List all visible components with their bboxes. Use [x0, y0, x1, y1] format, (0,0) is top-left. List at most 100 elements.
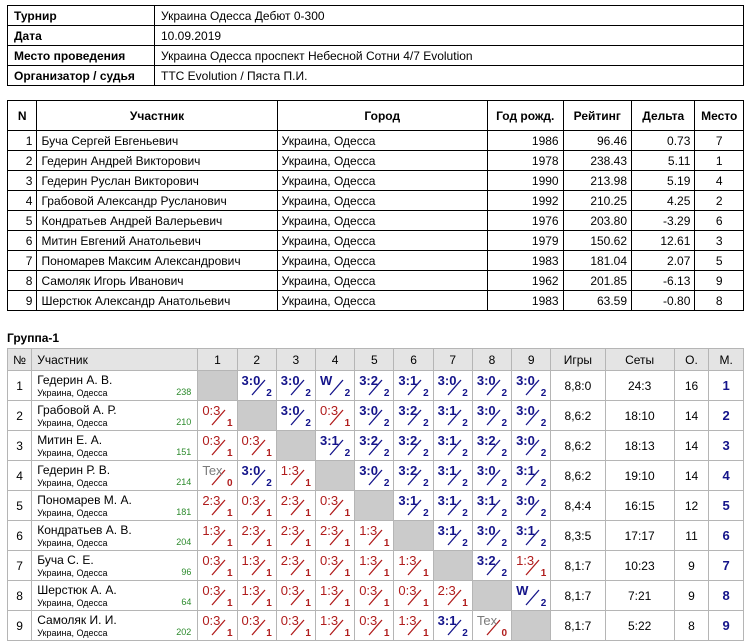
match-cell: 2:3 1: [314, 520, 356, 551]
participants-header: Город: [276, 100, 488, 131]
participants-header: Участник: [36, 100, 278, 131]
diagonal-slash: [290, 559, 305, 576]
diagonal-slash: [407, 589, 422, 606]
participant-cell: Пономарев Максим Александрович: [36, 250, 278, 271]
match-cell: 2:3 1: [236, 520, 277, 551]
participant-cell: 4: [6, 190, 38, 211]
group-header: 2: [236, 348, 277, 371]
diagonal-slash: [211, 469, 226, 486]
match-score: 3:2: [476, 433, 496, 448]
match-cell: 3:0 2: [275, 400, 316, 431]
match-cell: 3:0 2: [354, 400, 395, 431]
match-points: 1: [266, 508, 272, 519]
diagonal-slash: [407, 499, 422, 516]
diagonal-slash: [407, 469, 422, 486]
group-row: 9 Самоляк И. И. Украина, Одесса 202 0:3 1 0:3 1…: [6, 610, 744, 641]
match-score: 0:3: [241, 613, 260, 628]
diagonal-slash: [329, 439, 344, 456]
group-header: 7: [432, 348, 473, 371]
participant-cell: 63.59: [562, 290, 633, 311]
match-points: 2: [305, 388, 311, 399]
row-number: 1: [6, 370, 33, 401]
diagonal-slash: [251, 589, 266, 606]
diagonal-slash: [447, 469, 462, 486]
participant-cell: 1: [694, 150, 744, 171]
match-points: 1: [383, 598, 390, 609]
match-score: 3:0: [476, 523, 496, 538]
match-points: 2: [501, 418, 508, 429]
match-points: 2: [501, 568, 508, 579]
info-row: Место проведения Украина Одесса проспект …: [7, 45, 744, 66]
match-points: 1: [305, 538, 311, 549]
diagonal-slash: [290, 499, 305, 516]
diagonal-slash: [407, 619, 422, 636]
player-city: Украина, Одесса: [37, 538, 108, 548]
match-score: 3:1: [437, 613, 457, 628]
match-score: 3:0: [476, 373, 496, 388]
match-cell: 3:1 2: [511, 460, 552, 491]
match-score: 3:0: [476, 463, 496, 478]
participant-row: 1 Буча Сергей Евгеньевич Украина, Одесса 19…: [6, 130, 744, 151]
player-cell: Гедерин А. В. Украина, Одесса 238: [31, 370, 199, 401]
match-score: 0:3: [241, 433, 260, 448]
diagonal-slash: [368, 619, 383, 636]
match-score: 3:2: [398, 403, 418, 418]
match-points: 2: [462, 478, 468, 489]
match-points: 1: [266, 538, 272, 549]
match-score: 0:3: [359, 583, 378, 598]
group-row: 5 Пономарев М. А. Украина, Одесса 181 2:3 1 0:…: [6, 490, 744, 521]
participant-cell: 1976: [486, 210, 564, 231]
match-points: 1: [344, 508, 351, 519]
participant-cell: 1990: [486, 170, 564, 191]
games-cell: 8,1:7: [550, 550, 606, 581]
match-score: 2:3: [241, 523, 260, 538]
info-value: Украина Одесса Дебют 0-300: [154, 5, 744, 26]
participant-row: 2 Гедерин Андрей Викторович Украина, Одесс…: [6, 150, 744, 171]
group-header: 4: [314, 348, 356, 371]
match-score: 1:3: [241, 583, 260, 598]
match-score: 3:1: [437, 433, 457, 448]
match-points: 1: [305, 598, 311, 609]
match-cell: 3:2 2: [471, 430, 513, 461]
points-cell: 16: [673, 370, 710, 401]
info-key: Место проведения: [7, 45, 155, 66]
participant-cell: 9: [694, 270, 744, 291]
match-points: 2: [423, 388, 429, 399]
player-rating: 96: [181, 567, 192, 577]
match-score: 3:0: [476, 403, 496, 418]
match-points: 1: [266, 628, 272, 639]
match-points: 2: [423, 508, 429, 519]
diagonal-slash: [368, 409, 383, 426]
player-cell: Митин Е. А. Украина, Одесса 151: [31, 430, 199, 461]
participant-cell: Самоляк Игорь Иванович: [36, 270, 278, 291]
match-points: 2: [501, 508, 508, 519]
match-points: 1: [266, 448, 272, 459]
participant-cell: 2: [6, 150, 38, 171]
diagonal-slash: [329, 409, 344, 426]
participant-cell: 1978: [486, 150, 564, 171]
points-cell: 8: [673, 610, 710, 641]
match-points: 2: [462, 628, 468, 639]
participant-cell: 8: [694, 290, 744, 311]
match-score: 3:0: [516, 493, 535, 508]
player-city: Украина, Одесса: [37, 478, 108, 488]
match-points: 1: [462, 598, 468, 609]
participant-cell: Шерстюк Александр Анатольевич: [36, 290, 278, 311]
games-cell: 8,4:4: [550, 490, 606, 521]
participants-table: N Участник Город Год рожд. Рейтинг Дельта Мест…: [6, 100, 744, 311]
match-points: 1: [383, 538, 390, 549]
participant-cell: -3.29: [631, 210, 696, 231]
match-points: 1: [344, 628, 351, 639]
match-score: 3:2: [398, 433, 418, 448]
self-cell: [314, 460, 356, 491]
match-points: 1: [305, 628, 311, 639]
participant-cell: 2: [694, 190, 744, 211]
participant-cell: 7: [694, 130, 744, 151]
group-title: Группа-1: [7, 331, 60, 345]
match-points: 2: [462, 448, 468, 459]
match-score: 1:3: [319, 613, 339, 628]
player-city: Украина, Одесса: [37, 388, 108, 398]
participant-cell: Украина, Одесса: [276, 150, 488, 171]
diagonal-slash: [447, 619, 462, 636]
diagonal-slash: [486, 529, 501, 546]
